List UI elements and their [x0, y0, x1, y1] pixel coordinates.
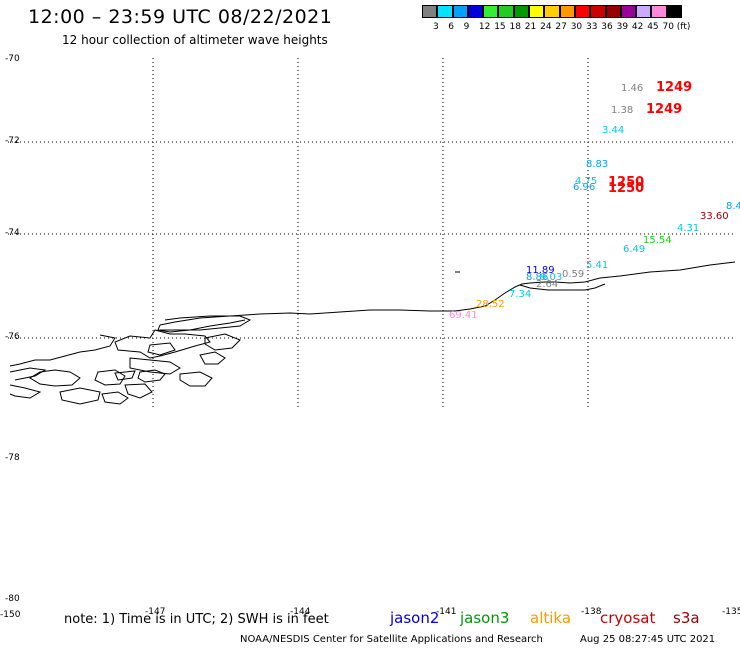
longitude-label: -138 — [581, 607, 602, 617]
wave-height-label: 28.52 — [476, 299, 505, 310]
legend-swatch — [651, 5, 667, 18]
credit-line: NOAA/NESDIS Center for Satellite Applica… — [240, 634, 543, 645]
satellite-name: jason3 — [460, 609, 510, 627]
wave-height-label: 1.38 — [611, 105, 633, 116]
legend-label: 6 — [448, 22, 455, 32]
legend-label: 70 — [662, 22, 674, 32]
legend-swatch — [590, 5, 606, 18]
latitude-labels: -70 -72 -74 -76 -78 -80 — [5, 54, 20, 604]
longitude-label: -150 — [0, 610, 21, 620]
wave-height-label: 33.60 — [700, 211, 729, 222]
legend-swatch — [437, 5, 453, 18]
wave-height-label: 11.89 — [526, 265, 555, 276]
legend-label: 21 — [524, 22, 537, 32]
wave-height-label: 4.75 — [575, 176, 597, 187]
legend-swatch — [513, 5, 530, 18]
legend-label: 3 — [433, 22, 439, 32]
latitude-label: -74 — [5, 228, 20, 238]
wave-height-label: 3.44 — [602, 125, 624, 136]
legend-swatch — [559, 5, 575, 18]
legend-swatches — [422, 5, 683, 18]
legend-label: 27 — [555, 22, 567, 32]
satellite-name: s3a — [673, 609, 700, 627]
longitude-label: -135 — [722, 607, 740, 617]
wave-height-label: 6.49 — [623, 244, 645, 255]
generated-timestamp: Aug 25 08:27:45 UTC 2021 — [580, 634, 716, 645]
legend-label: 30 — [570, 22, 583, 32]
wave-height-label: 7.34 — [509, 289, 531, 300]
longitude-label: -141 — [436, 607, 456, 617]
latitude-label: -70 — [5, 54, 20, 64]
wave-height-label: 2.64 — [536, 279, 558, 290]
latitude-label: -78 — [5, 453, 20, 463]
wave-height-label: 6.96 — [573, 182, 595, 193]
legend-label: 42 — [631, 22, 644, 32]
legend-swatch — [529, 5, 545, 18]
satellite-name: cryosat — [600, 609, 656, 627]
legend-swatch — [620, 5, 637, 18]
longitude-label: -147 — [145, 607, 165, 617]
wave-height-label: 5.41 — [586, 260, 608, 271]
legend-swatch — [636, 5, 652, 18]
legend-labels: 3 6 9 12 15 18 21 24 27 30 33 36 39 42 45 70 (ft) — [422, 22, 740, 34]
footnote: note: 1) Time is in UTC; 2) SWH is in fe… — [64, 612, 329, 627]
legend-swatch — [544, 5, 560, 18]
coastline — [9, 261, 736, 405]
wave-height-label: 15.54 — [643, 235, 672, 246]
wave-height-label: 8.86 — [526, 272, 548, 283]
legend-label: 24 — [540, 22, 552, 32]
wave-height-label: 1249 — [646, 102, 682, 117]
satellite-name: jason2 — [390, 609, 440, 627]
wave-height-label: 1.46 — [621, 83, 643, 94]
latitude-label: -76 — [5, 332, 20, 342]
legend-label: 18 — [509, 22, 521, 32]
color-legend: 3 6 9 12 15 18 21 24 27 30 33 36 39 42 45 70 (ft) — [422, 5, 690, 32]
wave-height-label: 1250 — [608, 181, 644, 196]
legend-label: 45 — [647, 22, 659, 32]
legend-label: (ft) — [676, 22, 691, 32]
legend-label: 9 — [463, 22, 470, 32]
legend-swatch — [574, 5, 591, 18]
legend-swatch — [605, 5, 621, 18]
satellite-name: altika — [530, 609, 572, 627]
legend-swatch — [452, 5, 468, 18]
wave-height-label: 9.03 — [540, 272, 562, 283]
legend-swatch — [498, 5, 514, 18]
legend-swatch — [422, 5, 438, 18]
wave-height-label: 8.83 — [586, 159, 608, 170]
wave-height-label: 8.4 — [726, 201, 740, 212]
latitude-label: -72 — [5, 136, 20, 146]
latitude-label: -80 — [5, 594, 20, 604]
wave-height-label: 4.31 — [677, 223, 699, 234]
map-title: 12:00 – 23:59 UTC 08/22/2021 — [28, 6, 333, 28]
legend-swatch — [483, 5, 499, 18]
legend-label: 39 — [616, 22, 629, 32]
wave-height-label: 1249 — [656, 80, 692, 95]
longitude-labels: -150 -147 -144 -141 -138 -135 — [0, 607, 740, 620]
map-subtitle: 12 hour collection of altimeter wave hei… — [62, 33, 328, 47]
wave-height-label: 1250 — [608, 175, 644, 190]
longitude-label: -144 — [290, 607, 311, 617]
legend-label: 12 — [478, 22, 491, 32]
wave-height-label: 69.41 — [449, 310, 478, 321]
wave-height-label: 0.59 — [562, 269, 584, 280]
legend-label: 15 — [494, 22, 506, 32]
legend-label: 36 — [601, 22, 613, 32]
legend-swatch — [666, 5, 683, 18]
legend-swatch — [467, 5, 484, 18]
legend-label: 33 — [586, 22, 598, 32]
